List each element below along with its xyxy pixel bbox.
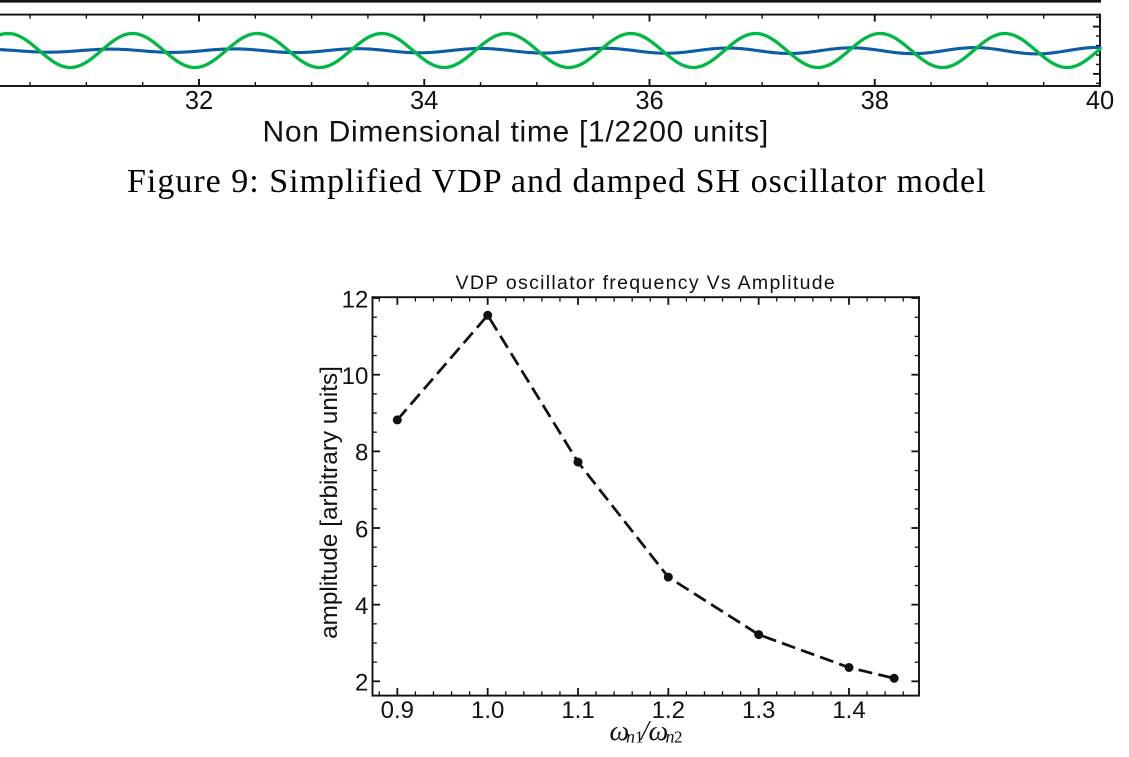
svg-text:2: 2 xyxy=(355,670,368,697)
svg-text:32: 32 xyxy=(185,87,213,115)
svg-text:0.9: 0.9 xyxy=(381,697,414,724)
svg-text:40: 40 xyxy=(1086,87,1114,115)
svg-text:2: 2 xyxy=(674,728,683,747)
svg-text:8: 8 xyxy=(355,440,368,467)
svg-text:6: 6 xyxy=(355,516,368,543)
svg-text:Figure 9: Simplified VDP and d: Figure 9: Simplified VDP and damped SH o… xyxy=(127,163,987,200)
svg-text:36: 36 xyxy=(635,87,663,115)
svg-text:12: 12 xyxy=(342,286,369,313)
svg-text:VDP oscillator frequency Vs Am: VDP oscillator frequency Vs Amplitude xyxy=(456,272,837,294)
svg-text:1.4: 1.4 xyxy=(832,697,865,724)
svg-text:38: 38 xyxy=(861,87,889,115)
svg-text:1.2: 1.2 xyxy=(652,697,685,724)
svg-text:1: 1 xyxy=(635,728,644,747)
svg-text:1.1: 1.1 xyxy=(561,697,594,724)
svg-text:/: / xyxy=(639,716,651,747)
svg-text:Non Dimensional time [1/2200 u: Non Dimensional time [1/2200 units] xyxy=(262,116,768,149)
svg-text:4: 4 xyxy=(355,593,368,620)
svg-text:34: 34 xyxy=(410,87,438,115)
svg-text:n: n xyxy=(666,727,675,747)
svg-text:1.0: 1.0 xyxy=(471,697,504,724)
svg-text:1.3: 1.3 xyxy=(742,697,775,724)
svg-text:ω: ω xyxy=(649,716,669,747)
svg-text:10: 10 xyxy=(342,363,369,390)
svg-text:n: n xyxy=(626,727,635,747)
svg-text:amplitude [arbitrary units]: amplitude [arbitrary units] xyxy=(316,366,343,639)
svg-text:ω: ω xyxy=(610,716,630,747)
